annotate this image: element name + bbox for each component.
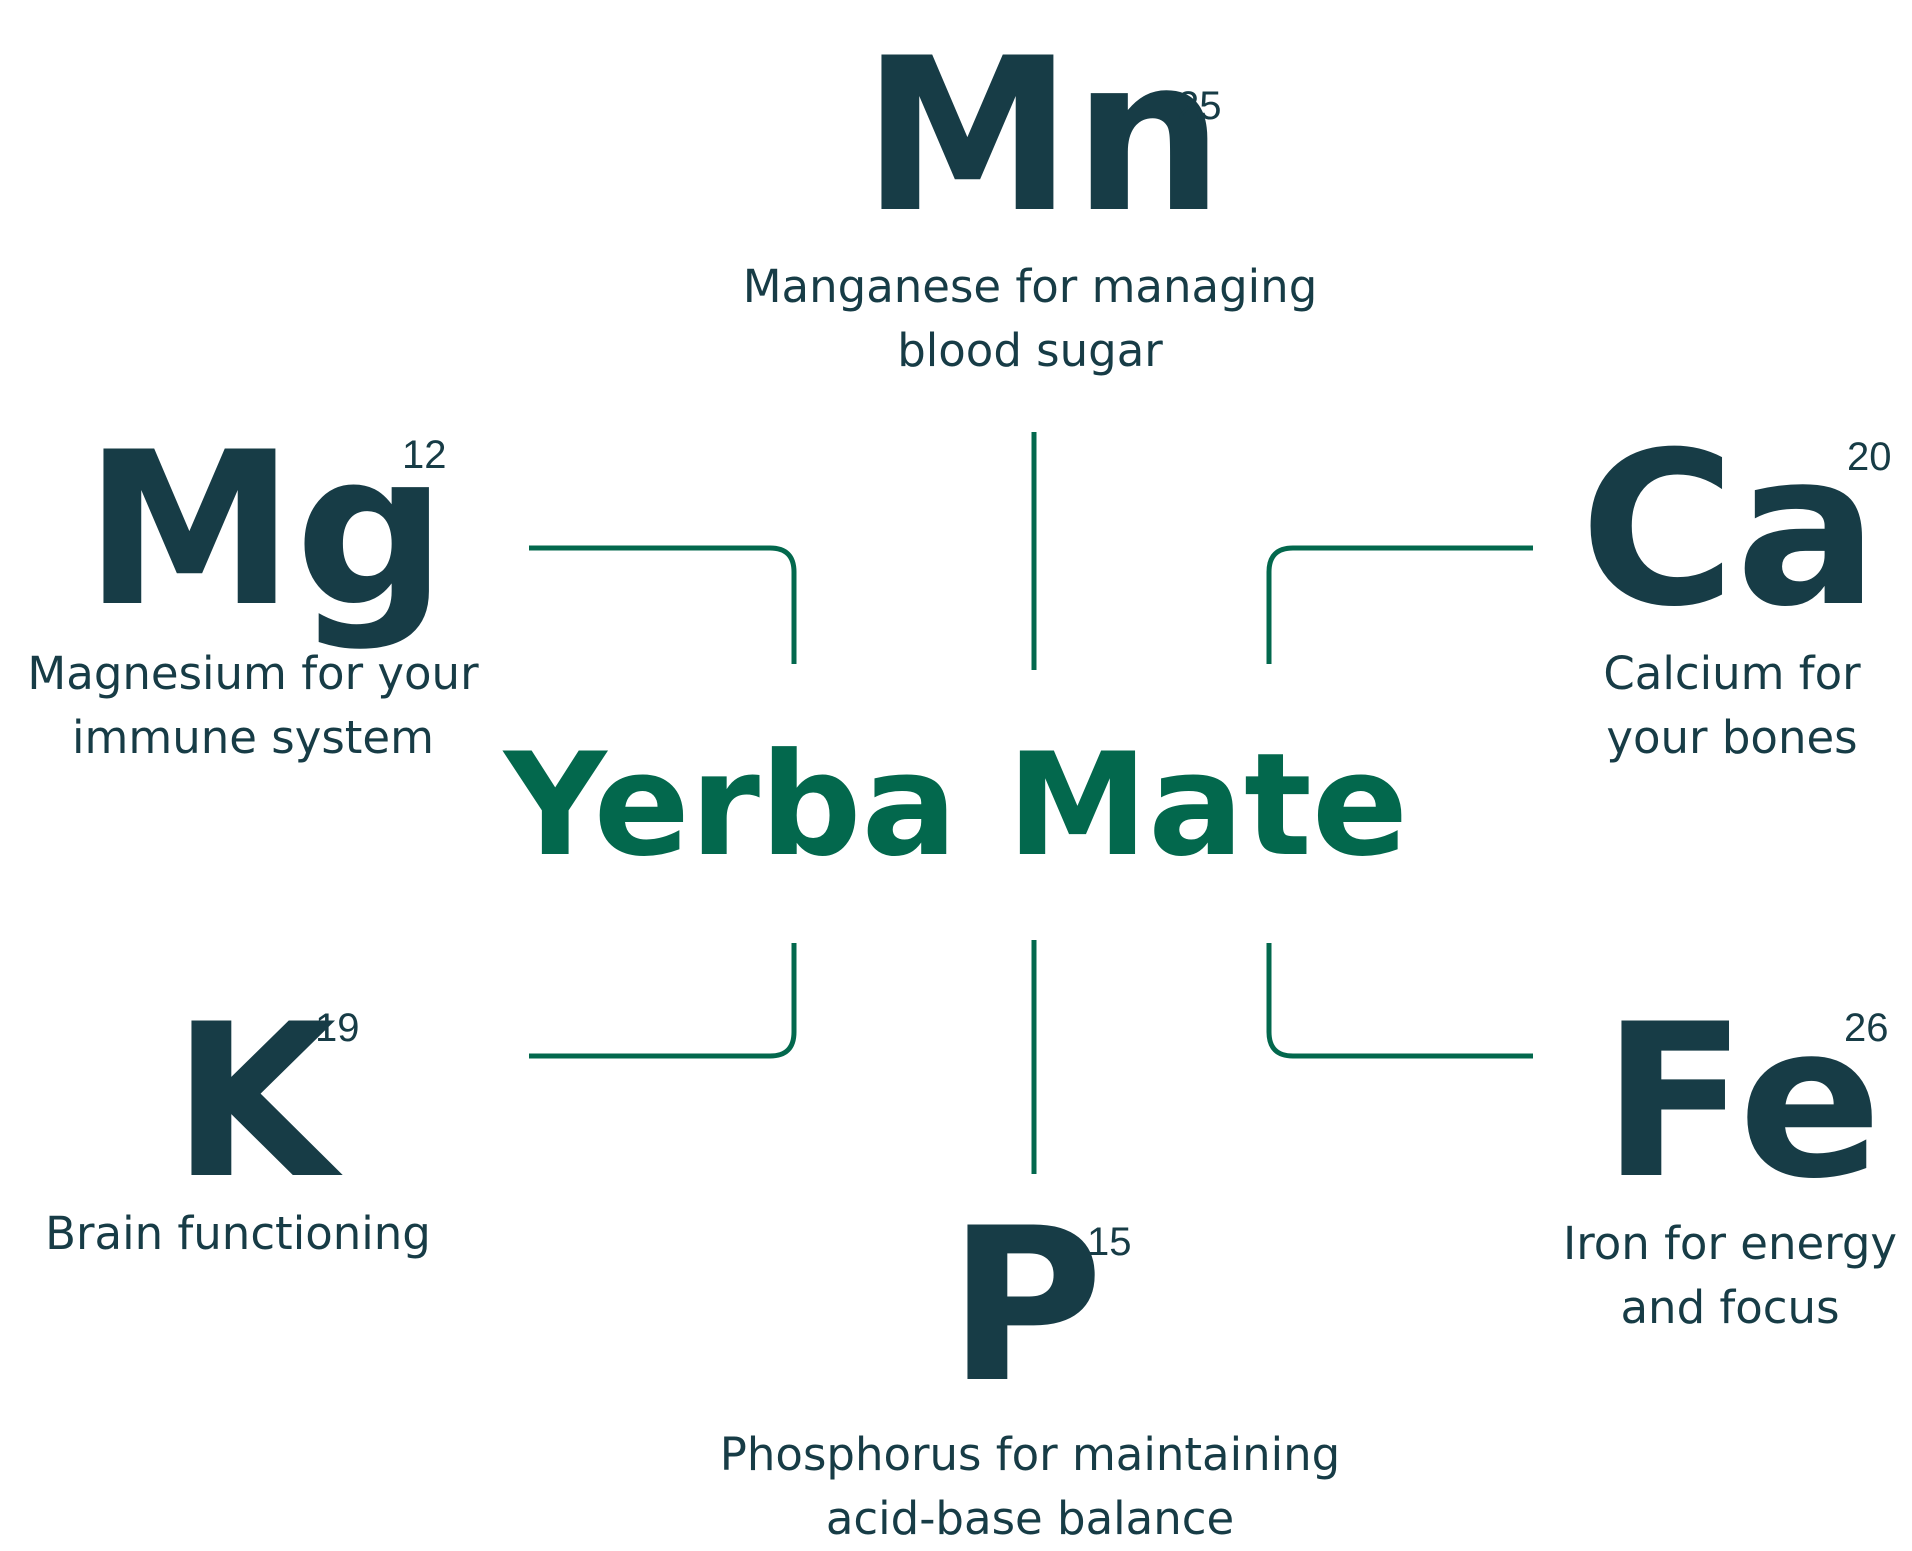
- element-symbol: Ca: [1580, 406, 1879, 653]
- connector-top-right: [1266, 545, 1533, 664]
- element-symbol: Mg: [84, 406, 447, 653]
- element-description: Magnesium for your immune system: [27, 647, 479, 764]
- element-symbol: Mn: [862, 12, 1224, 259]
- element-description: Iron for energy and focus: [1562, 1217, 1898, 1334]
- atomic-number: 20: [1847, 435, 1892, 479]
- element-description: Calcium for your bones: [1603, 647, 1861, 764]
- element-description: Brain functioning: [45, 1207, 431, 1260]
- element-symbol: P: [948, 1182, 1104, 1429]
- atomic-number: 19: [315, 1006, 360, 1050]
- connector-bottom-right: [1266, 943, 1533, 1059]
- atomic-number: 26: [1844, 1006, 1889, 1050]
- element-symbol: K: [172, 978, 337, 1225]
- atomic-number: 12: [402, 433, 447, 477]
- element-description: Manganese for managing blood sugar: [742, 260, 1318, 377]
- connector-top-left: [529, 545, 797, 664]
- atomic-number: 15: [1087, 1220, 1132, 1264]
- connector-bottom-left: [529, 943, 797, 1059]
- atomic-number: 25: [1177, 84, 1222, 128]
- center-title: Yerba Mate: [503, 723, 1409, 888]
- element-description: Phosphorus for maintaining acid-base bal…: [719, 1428, 1341, 1545]
- element-symbol: Fe: [1602, 978, 1883, 1225]
